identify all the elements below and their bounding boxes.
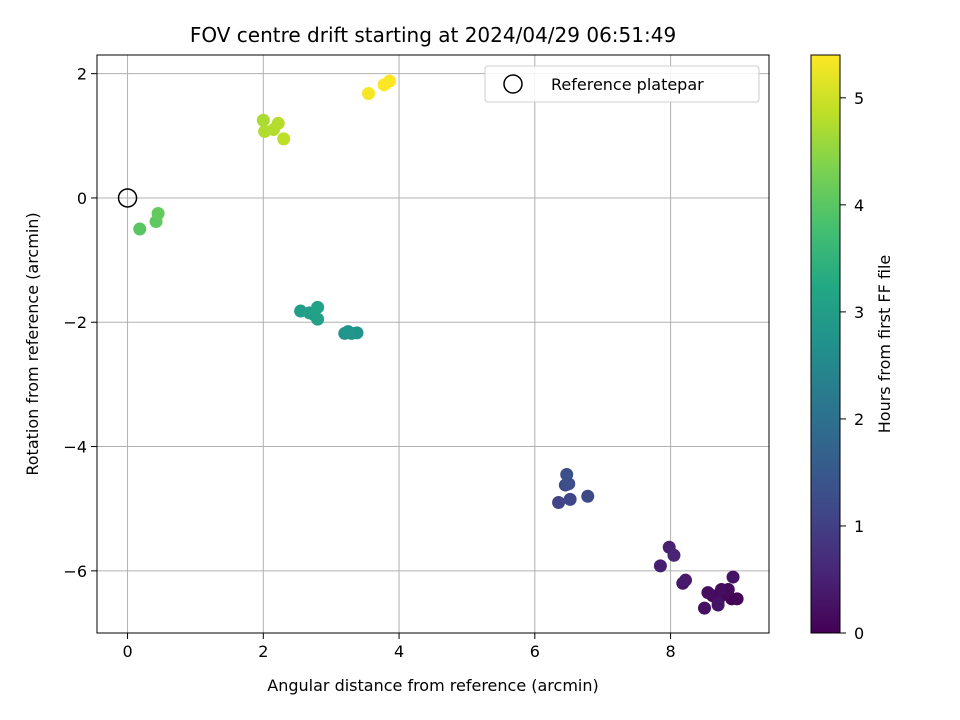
x-tick-label: 6 (530, 642, 540, 661)
y-axis-ticks: −6 −4 −2 0 2 (63, 65, 97, 581)
data-point (311, 312, 325, 326)
data-point (383, 74, 397, 88)
colorbar-ticks: 0 1 2 3 4 5 (840, 89, 864, 643)
data-point (698, 601, 712, 615)
reference-platepar-marker (117, 188, 138, 208)
colorbar-tick-label: 4 (854, 196, 864, 215)
x-tick-label: 0 (122, 642, 132, 661)
data-point (552, 495, 566, 509)
data-point (256, 113, 270, 127)
data-point (133, 222, 147, 236)
y-tick-label: −6 (63, 562, 87, 581)
data-point (726, 570, 740, 584)
x-tick-label: 4 (394, 642, 404, 661)
y-tick-label: 2 (77, 65, 87, 84)
y-tick-label: −2 (63, 313, 87, 332)
y-tick-label: −4 (63, 438, 87, 457)
data-point (711, 598, 725, 612)
chart-title: FOV centre drift starting at 2024/04/29 … (190, 23, 676, 47)
colorbar-tick-label: 3 (854, 303, 864, 322)
data-point (581, 489, 595, 503)
data-point (277, 132, 291, 146)
x-axis-ticks: 0 2 4 6 8 (122, 633, 676, 661)
data-point (679, 573, 693, 587)
data-point (653, 559, 667, 573)
colorbar-tick-label: 1 (854, 517, 864, 536)
data-points (133, 74, 744, 615)
legend-box (484, 65, 760, 103)
data-point (730, 592, 744, 606)
x-tick-label: 8 (665, 642, 675, 661)
colorbar-tick-label: 2 (854, 410, 864, 429)
colorbar (810, 54, 841, 634)
data-point (151, 206, 165, 220)
x-tick-label: 2 (258, 642, 268, 661)
data-point (714, 582, 728, 596)
y-axis-title: Rotation from reference (arcmin) (23, 212, 42, 475)
plot-area (97, 55, 769, 633)
plot-frame (96, 54, 770, 634)
data-point (341, 325, 355, 339)
data-point (667, 548, 681, 562)
data-point (701, 586, 715, 600)
y-tick-label: 0 (77, 189, 87, 208)
legend: Reference platepar (484, 65, 760, 103)
colorbar-tick-label: 5 (854, 89, 864, 108)
legend-label: Reference platepar (551, 75, 704, 94)
data-point (563, 492, 577, 506)
colorbar-title: Hours from first FF file (875, 255, 894, 434)
legend-marker (503, 74, 523, 94)
data-point (271, 116, 285, 130)
colorbar-tick-label: 0 (854, 624, 864, 643)
data-point (362, 87, 376, 101)
x-axis-title: Angular distance from reference (arcmin) (267, 676, 598, 695)
data-point (560, 468, 574, 482)
data-point (311, 300, 325, 314)
